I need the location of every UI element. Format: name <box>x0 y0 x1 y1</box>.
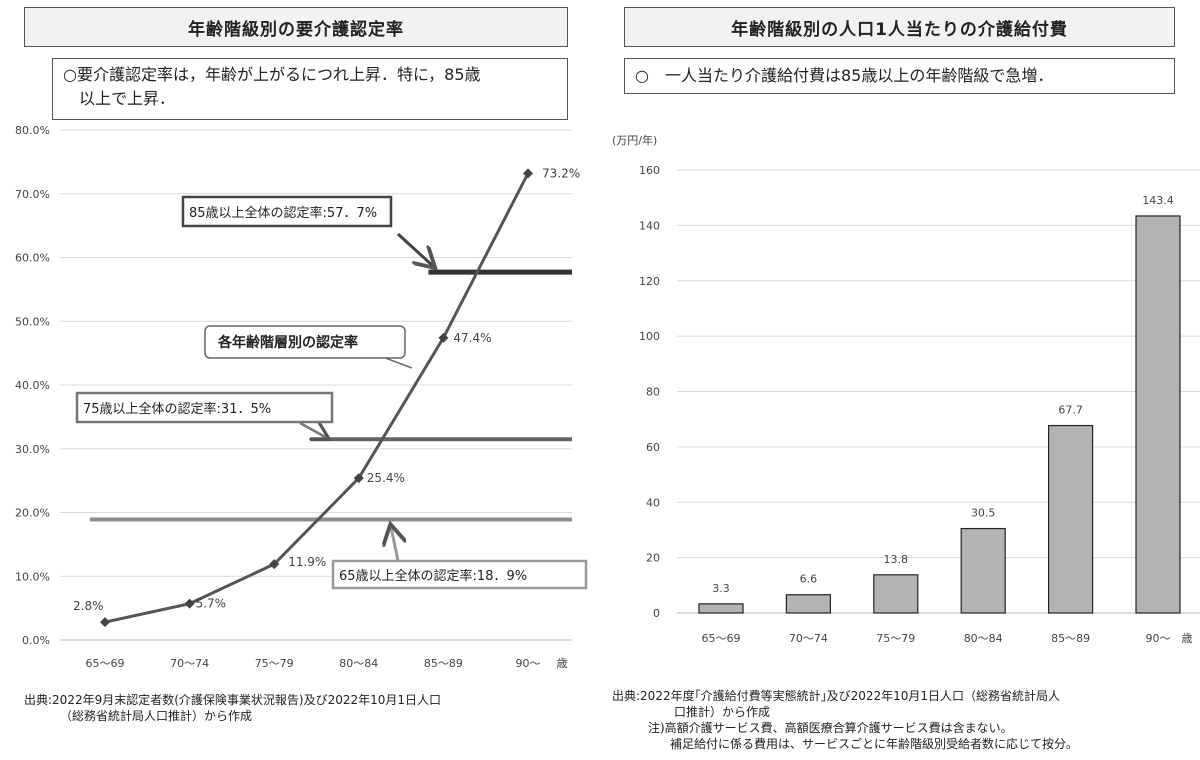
right-source-line4: 補足給付に係る費用は、サービスごとに年齢階級別受給者数に応じて按分。 <box>670 737 1079 751</box>
line-data-point <box>184 598 195 609</box>
line-data-label: 47.4% <box>453 331 491 345</box>
annotation-box-each-group: 各年齢階層別の認定率 <box>204 325 406 359</box>
bar-value-label: 3.3 <box>712 582 730 595</box>
bar-y-tick-label: 100 <box>639 330 660 343</box>
bar-y-tick-label: 140 <box>639 219 660 232</box>
line-y-tick-label: 10.0% <box>15 570 50 583</box>
bar <box>698 603 744 614</box>
line-y-tick-label: 80.0% <box>15 124 50 137</box>
bar-value-label: 67.7 <box>1058 404 1083 417</box>
right-summary-box: ○ 一人当たり介護給付費は85歳以上の年齢階級で急増． <box>624 58 1175 94</box>
bar-chart-gridlines <box>677 169 1200 614</box>
bar-x-tick-label: 85～89 <box>1051 632 1090 645</box>
right-source-note: 出典:2022年度｢介護給付費等実態統計｣及び2022年10月1日人口（総務省統… <box>612 688 1078 752</box>
line-data-label: 11.9% <box>288 555 326 569</box>
annotation-box-over75: 75歳以上全体の認定率:31．5% <box>75 391 334 424</box>
line-x-tick-label: 65～69 <box>86 657 125 670</box>
bar-chart-y-ticks: 0 20 40 60 80 100 120 140 160 <box>639 164 660 620</box>
bar-value-label: 13.8 <box>884 553 909 566</box>
arrow-over75 <box>299 421 327 438</box>
bar <box>1135 215 1181 614</box>
line-chart-series: 2.8% 5.7% 11.9% 25.4% 47.4% 73.2% <box>73 166 580 628</box>
bar <box>1047 424 1094 614</box>
bar-value-label: 143.4 <box>1142 194 1174 207</box>
line-y-tick-label: 20.0% <box>15 507 50 520</box>
line-data-label: 25.4% <box>367 471 405 485</box>
line-chart-y-ticks: 0.0% 10.0% 20.0% 30.0% 40.0% 50.0% 60.0% 70.0% 8… <box>15 124 50 647</box>
line-data-label: 5.7% <box>196 597 227 611</box>
line-y-tick-label: 40.0% <box>15 379 50 392</box>
bar <box>785 594 832 614</box>
line-data-point <box>100 617 110 628</box>
right-source-line1: 出典:2022年度｢介護給付費等実態統計｣及び2022年10月1日人口（総務省統… <box>612 689 1061 703</box>
line-y-tick-label: 30.0% <box>15 443 50 456</box>
left-source-line1: 出典:2022年9月末認定者数(介護保険事業状況報告)及び2022年10月1日人… <box>24 693 442 707</box>
bar-x-tick-label: 75～79 <box>876 632 915 645</box>
bar-value-label: 6.6 <box>800 573 818 586</box>
right-chart-title: 年齢階級別の人口1人当たりの介護給付費 <box>624 7 1175 47</box>
line-y-tick-label: 0.0% <box>22 634 50 647</box>
left-source-note: 出典:2022年9月末認定者数(介護保険事業状況報告)及び2022年10月1日人… <box>24 692 441 724</box>
line-y-tick-label: 50.0% <box>15 315 50 328</box>
line-data-point <box>438 332 449 343</box>
bar-y-tick-label: 20 <box>646 552 660 565</box>
bar-y-tick-label: 0 <box>653 607 660 620</box>
bar-x-tick-label: 80～84 <box>964 632 1003 645</box>
bar-x-tick-label: 70～74 <box>789 632 828 645</box>
bar-y-tick-label: 120 <box>639 275 660 288</box>
line-x-tick-label: 70～74 <box>170 657 209 670</box>
arrow-over85 <box>396 232 433 266</box>
line-data-label: 73.2% <box>542 166 580 180</box>
line-data-point <box>353 473 364 484</box>
left-summary-box: ○要介護認定率は，年齢が上がるにつれ上昇．特に，85歳 以上で上昇． <box>52 58 568 120</box>
line-x-tick-label: 80～84 <box>339 657 378 670</box>
line-x-unit-label: 歳 <box>557 657 568 670</box>
bar <box>873 574 919 614</box>
annotation-over65-text: 65歳以上全体の認定率:18．9% <box>339 568 527 584</box>
bar-chart-x-ticks: 65～69 70～74 75～79 80～84 85～89 90～ 歳 <box>702 632 1193 645</box>
bar-y-tick-label: 160 <box>639 164 660 177</box>
bar-chart-bars: 3.3 6.6 13.8 30.5 67.7 143.4 <box>698 194 1181 614</box>
line-chart-reference-lines <box>90 269 572 522</box>
line-y-tick-label: 70.0% <box>15 188 50 201</box>
line-x-tick-label: 90～ <box>516 657 541 670</box>
line-x-tick-label: 85～89 <box>424 657 463 670</box>
bar-y-tick-label: 60 <box>646 441 660 454</box>
line-chart-gridlines <box>60 129 572 641</box>
line-series-path <box>104 172 530 624</box>
bar-y-tick-label: 40 <box>646 496 660 509</box>
arrow-over65 <box>391 527 398 562</box>
bar-x-unit-label: 歳 <box>1182 632 1193 645</box>
left-summary-line1: ○要介護認定率は，年齢が上がるにつれ上昇．特に，85歳 <box>63 65 481 84</box>
bar-x-tick-label: 65～69 <box>702 632 741 645</box>
annotation-each-group-text: 各年齢階層別の認定率 <box>217 334 358 351</box>
line-x-tick-label: 75～79 <box>255 657 294 670</box>
line-y-tick-label: 60.0% <box>15 252 50 265</box>
line-data-point <box>523 168 533 179</box>
line-data-label: 2.8% <box>73 599 104 613</box>
bar-x-tick-label: 90～ <box>1146 632 1171 645</box>
bar-chart-unit-label: (万円/年) <box>612 133 657 147</box>
line-data-point <box>269 559 280 570</box>
annotation-box-over85: 85歳以上全体の認定率:57．7% <box>181 195 393 228</box>
bar-value-label: 30.5 <box>971 507 996 520</box>
annotation-over85-text: 85歳以上全体の認定率:57．7% <box>189 205 377 221</box>
right-source-line2: 口推計）から作成 <box>674 705 771 719</box>
bar-y-tick-label: 80 <box>646 386 660 399</box>
right-source-line3: 注)高額介護サービス費、高額医療合算介護サービス費は含まない。 <box>648 721 1013 735</box>
bar <box>960 527 1006 614</box>
left-summary-line2: 以上で上昇． <box>79 89 176 108</box>
annotation-over75-text: 75歳以上全体の認定率:31．5% <box>83 401 271 417</box>
annotation-box-over65: 65歳以上全体の認定率:18．9% <box>331 559 588 590</box>
line-chart-x-ticks: 65～69 70～74 75～79 80～84 85～89 90～ 歳 <box>86 657 568 670</box>
left-source-line2: （総務省統計局人口推計）から作成 <box>60 709 253 723</box>
left-chart-title: 年齢階級別の要介護認定率 <box>24 7 568 47</box>
